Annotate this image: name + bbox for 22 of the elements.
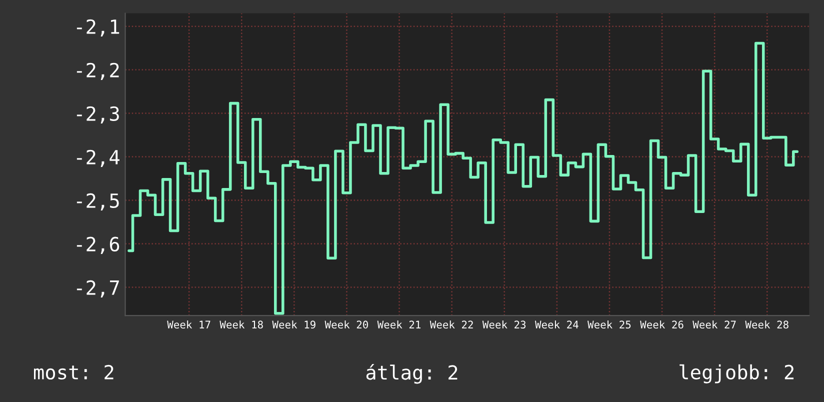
y-tick-label: -2,5 bbox=[76, 193, 119, 210]
x-tick-label: Week 24 bbox=[534, 320, 578, 329]
text: most: 2 bbox=[34, 364, 114, 380]
y-tick-label: -2,2 bbox=[76, 62, 119, 80]
x-tick-label: Week 18 bbox=[220, 320, 263, 329]
x-tick-label: Week 26 bbox=[640, 320, 684, 329]
y-tick-label: -2,7 bbox=[76, 280, 119, 298]
text: átlag: 2 bbox=[366, 364, 458, 384]
y-tick-label: -2,4 bbox=[76, 150, 120, 167]
x-tick-label: Week 25 bbox=[588, 320, 631, 329]
y-tick-label: -2,6 bbox=[76, 236, 120, 254]
x-tick-label: Week 22 bbox=[430, 320, 473, 329]
x-tick-label: Week 28 bbox=[745, 320, 788, 329]
x-tick-label: Week 17 bbox=[167, 320, 210, 329]
y-tick-label: -2,1 bbox=[76, 19, 120, 36]
x-tick-label: Week 21 bbox=[377, 320, 421, 329]
y-tick-label: -2,3 bbox=[76, 106, 119, 124]
x-tick-label: Week 20 bbox=[324, 320, 368, 329]
x-tick-label: Week 27 bbox=[692, 320, 736, 329]
x-tick-label: Week 23 bbox=[482, 320, 526, 329]
x-tick-label: Week 19 bbox=[272, 320, 316, 329]
text: legjobb: 2 bbox=[680, 364, 794, 384]
